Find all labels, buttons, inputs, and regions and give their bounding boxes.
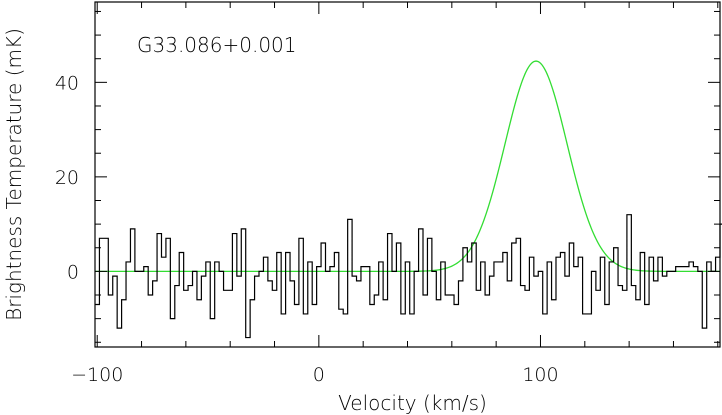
source-name-annotation: G33.086+0.001 — [137, 33, 297, 57]
y-tick-label: 20 — [55, 167, 79, 189]
plot-area — [95, 60, 722, 339]
x-tick-label: 0 — [313, 364, 325, 386]
x-tick-label: −100 — [71, 364, 123, 386]
y-axis-label: Brightness Temperature (mK) — [2, 28, 26, 321]
tick-labels: −100 0 100 0 20 40 — [55, 72, 559, 386]
spectrum-step-line — [95, 214, 722, 339]
axis-ticks — [95, 2, 720, 347]
x-axis-label: Velocity (km/s) — [338, 391, 487, 415]
gaussian-fit-line — [95, 60, 720, 273]
x-tick-label: 100 — [522, 364, 558, 386]
y-tick-label: 40 — [55, 72, 79, 94]
y-tick-label: 0 — [67, 261, 79, 283]
